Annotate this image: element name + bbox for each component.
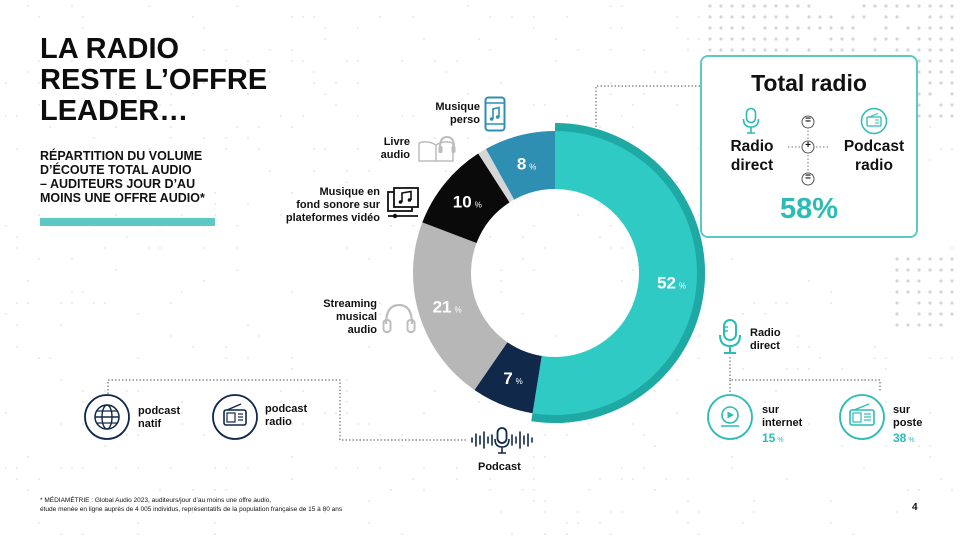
microphone-icon — [742, 107, 760, 134]
equals-sign-bottom: = — [805, 172, 811, 183]
slice-livre-audio — [478, 148, 515, 203]
radio-internet-value: 15 % — [762, 432, 784, 447]
radio-icon — [839, 394, 885, 440]
radio-poste-value: 38 % — [893, 432, 915, 447]
slice-musique-fond — [422, 153, 510, 244]
title-underline-bar — [40, 218, 215, 226]
headphones-icon — [382, 303, 416, 333]
internet-value-number: 15 — [762, 431, 776, 445]
internet-value-unit: % — [777, 437, 784, 444]
page-number: 4 — [912, 502, 918, 513]
book-headphones-icon — [418, 135, 456, 162]
radio-poste-label: sur poste — [893, 404, 923, 429]
radio-icon — [860, 107, 888, 135]
label-streaming: Streaming musical audio — [323, 298, 377, 336]
poste-value-unit: % — [908, 437, 915, 444]
play-circle-icon — [707, 394, 753, 440]
value-label-musique-fond: 10% — [453, 193, 482, 212]
microphone-icon — [719, 319, 741, 354]
total-radio-right: Podcast radio — [843, 138, 905, 174]
label-podcast: Podcast — [478, 461, 521, 473]
total-radio-left: Radio direct — [730, 138, 774, 174]
radio-internet-label: sur internet — [762, 404, 803, 429]
card-operators — [788, 115, 830, 186]
smartphone-music-icon — [484, 96, 506, 132]
connector-radio-modes — [729, 357, 881, 392]
poste-value-number: 38 — [893, 431, 907, 445]
label-musique-fond: Musique en fond sonore sur plateformes v… — [285, 186, 380, 224]
podcast-natif-label: podcast natif — [138, 405, 181, 430]
slice-podcast — [474, 342, 542, 414]
label-livre-audio: Livre audio — [380, 136, 410, 161]
slice-radio-direct — [531, 123, 705, 423]
podcast-microphone-icon — [471, 427, 533, 454]
value-label-musique-perso: 8% — [517, 155, 537, 174]
connector-podcast — [107, 379, 468, 441]
value-label-streaming: 21% — [433, 298, 462, 317]
footnote: * MÉDIAMÉTRIE : Global Audio 2023, audit… — [40, 497, 343, 513]
globe-icon — [84, 394, 130, 440]
chart-subtitle: RÉPARTITION DU VOLUME D’ÉCOUTE TOTAL AUD… — [40, 149, 205, 205]
radio-icon — [212, 394, 258, 440]
slice-musique-perso — [485, 131, 555, 200]
slice-streaming — [413, 222, 508, 390]
connector-total-radio — [595, 85, 700, 127]
equals-sign-top: = — [805, 115, 811, 126]
label-musique-perso: Musique perso — [435, 101, 480, 126]
value-label-radio-direct: 52% — [657, 273, 686, 292]
total-radio-title: Total radio — [751, 70, 867, 96]
podcast-radio-label: podcast radio — [265, 403, 308, 428]
value-label-podcast: 7% — [503, 369, 523, 388]
video-music-icon — [387, 187, 419, 219]
total-radio-card: Total radio Radio direct Podcast radio =… — [700, 55, 918, 238]
donut-chart: 52 % 7 % 21 % 10 % 8% — [413, 123, 705, 423]
radio-direct-label: Radio direct — [750, 327, 781, 352]
total-radio-value: 58% — [779, 193, 839, 225]
plus-sign: + — [805, 140, 811, 151]
page-title: LA RADIO RESTE L’OFFRE LEADER… — [40, 33, 268, 127]
